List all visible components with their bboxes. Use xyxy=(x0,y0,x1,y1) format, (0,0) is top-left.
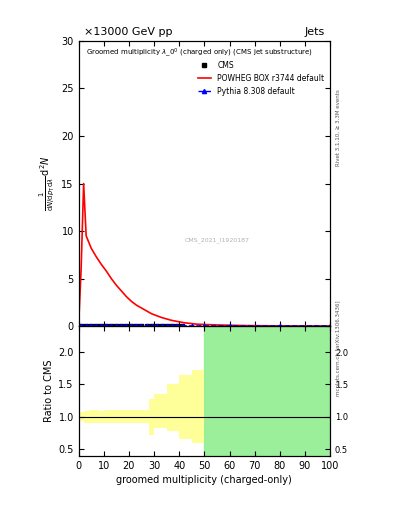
Y-axis label: $\frac{1}{\mathrm{d}N / \mathrm{d}p_\mathrm{T}\,\mathrm{d}\lambda}\,\mathrm{d}^2: $\frac{1}{\mathrm{d}N / \mathrm{d}p_\mat… xyxy=(38,156,57,211)
Text: ×13000 GeV pp: ×13000 GeV pp xyxy=(84,27,172,37)
X-axis label: groomed multiplicity (charged-only): groomed multiplicity (charged-only) xyxy=(116,475,292,485)
Text: Rivet 3.1.10, ≥ 3.3M events: Rivet 3.1.10, ≥ 3.3M events xyxy=(336,90,341,166)
Legend: CMS, POWHEG BOX r3744 default, Pythia 8.308 default: CMS, POWHEG BOX r3744 default, Pythia 8.… xyxy=(195,58,328,99)
Y-axis label: Ratio to CMS: Ratio to CMS xyxy=(44,359,54,422)
Text: mcplots.cern.ch [arXiv:1306.3436]: mcplots.cern.ch [arXiv:1306.3436] xyxy=(336,301,341,396)
Text: CMS_2021_I1920187: CMS_2021_I1920187 xyxy=(184,238,250,243)
Bar xyxy=(204,326,330,456)
Text: Groomed multiplicity $\lambda\_0^0$ (charged only) (CMS jet substructure): Groomed multiplicity $\lambda\_0^0$ (cha… xyxy=(86,47,313,59)
Text: Jets: Jets xyxy=(305,27,325,37)
